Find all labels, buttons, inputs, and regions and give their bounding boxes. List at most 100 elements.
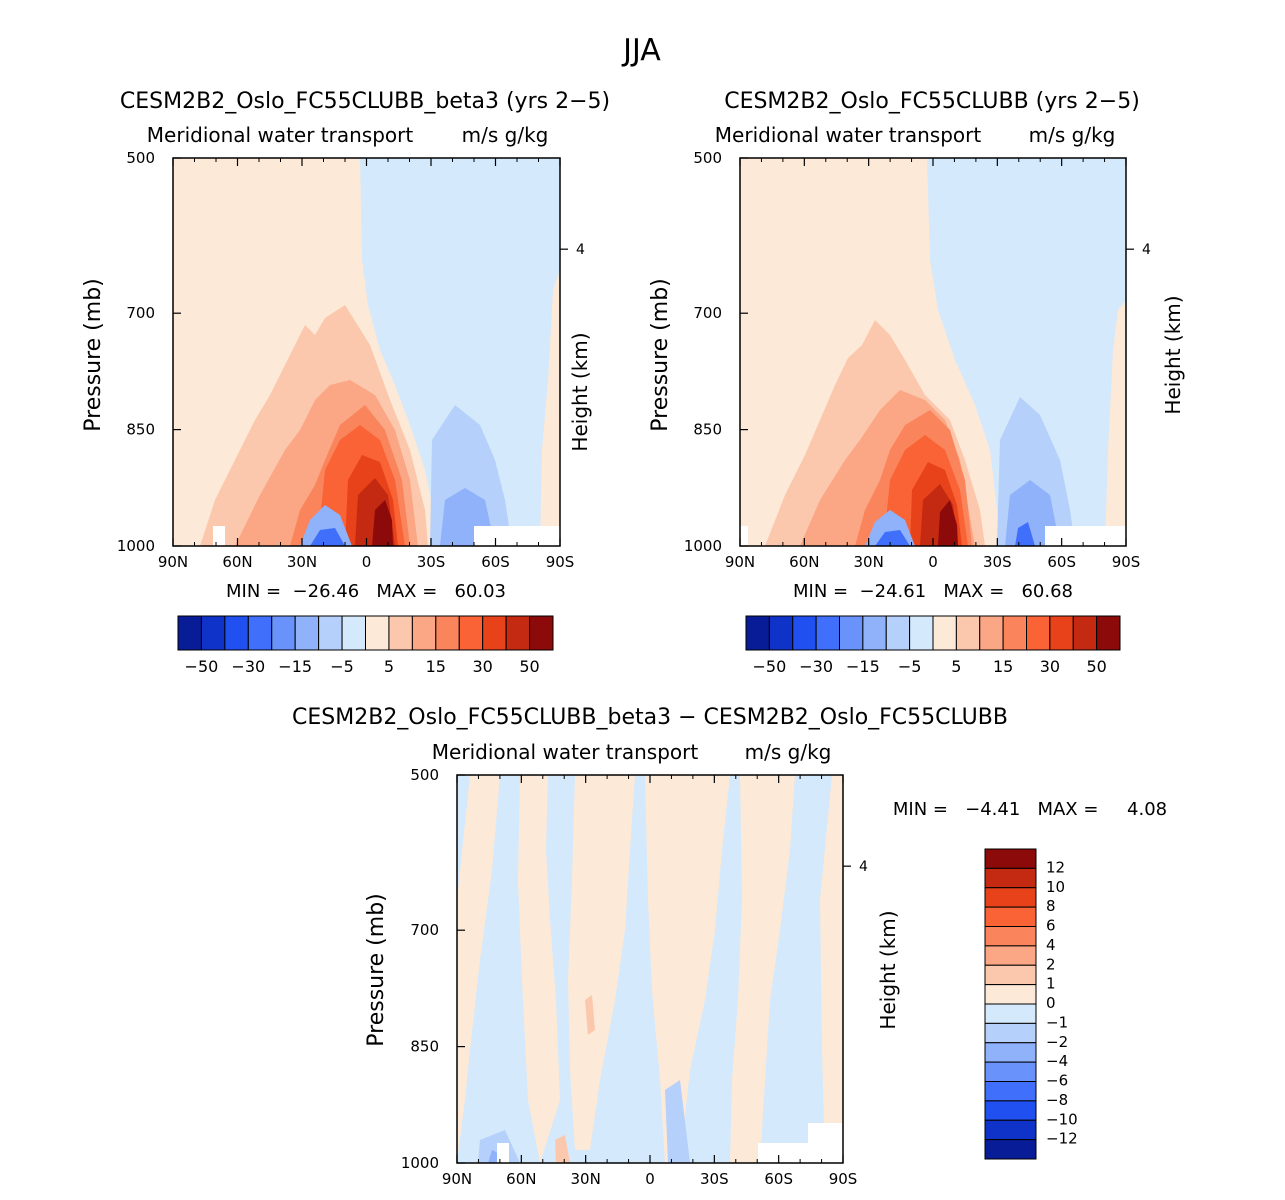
axes: 90N 60N 30N 0 30S 60S 90S 500 700 850 1000 4 [117, 149, 585, 571]
colorbar-swatch [984, 926, 1037, 947]
colorbar-swatch [984, 848, 1037, 869]
right-tick-label: 4 [576, 242, 585, 258]
topo-mask [1045, 526, 1126, 546]
topo-mask [808, 1123, 843, 1163]
colorbar-label: 8 [1046, 897, 1056, 915]
contour-pos-patch [555, 1135, 570, 1163]
colorbar-swatch [505, 615, 531, 651]
panel-control: CESM2B2_Oslo_FC55CLUBB (yrs 2−5) Meridio… [648, 89, 1185, 676]
colorbar-label: 30 [1040, 657, 1060, 676]
colorbar: −50 −30 −15 −5 5 15 30 50 [745, 615, 1121, 676]
x-tick-label: 90N [442, 1170, 472, 1188]
x-tick-label: 60S [1047, 553, 1076, 571]
colorbar-label: −5 [330, 657, 354, 676]
x-tick-label: 90N [725, 553, 755, 571]
colorbar-label: 15 [426, 657, 446, 676]
panel-units: m/s g/kg [462, 123, 549, 147]
x-tick-label: 90N [158, 553, 188, 571]
topo-mask [497, 1143, 509, 1163]
y-tick-label: 700 [693, 304, 722, 322]
colorbar-swatch [984, 1022, 1037, 1044]
colorbar-label: 1 [1046, 975, 1056, 993]
colorbar-label: 5 [951, 657, 961, 676]
colorbar-swatch [341, 615, 366, 651]
right-tick-label: 4 [1142, 242, 1151, 258]
colorbar-label: 5 [384, 657, 394, 676]
colorbar-label: −1 [1046, 1013, 1068, 1031]
right-axis-label: Height (km) [876, 910, 900, 1029]
contour-pos-8 [938, 500, 958, 546]
panel-title: CESM2B2_Oslo_FC55CLUBB_beta3 − CESM2B2_O… [292, 705, 1008, 730]
contour-pos-band [457, 775, 500, 1163]
colorbar-swatch [411, 615, 437, 651]
colorbar-swatch [984, 1119, 1037, 1141]
colorbar-swatch [458, 615, 484, 651]
min-max-label: MIN = −24.61 MAX = 60.68 [793, 581, 1073, 602]
contour-neg-patch [665, 1080, 690, 1163]
contour-pos-band [820, 775, 843, 1163]
colorbar-label: 50 [519, 657, 539, 676]
colorbar-swatch [294, 615, 320, 651]
colorbar-swatch [839, 615, 864, 651]
x-tick-label: 60N [222, 553, 252, 571]
colorbar-label: −4 [1046, 1052, 1068, 1070]
colorbar-swatch [177, 615, 202, 651]
x-tick-label: 60N [789, 553, 819, 571]
contour-field [173, 158, 560, 546]
x-tick-label: 30N [854, 553, 884, 571]
colorbar-swatch [365, 615, 390, 651]
colorbar-label: −8 [1046, 1091, 1068, 1109]
colorbar: −50 −30 −15 −5 5 15 30 50 [177, 615, 554, 676]
panel-subtitle: Meridional water transport [147, 123, 414, 147]
colorbar-label: −30 [799, 657, 833, 676]
colorbar-swatch [862, 615, 887, 651]
right-tick-label: 4 [859, 859, 868, 875]
contour-neg-low2 [875, 530, 910, 546]
colorbar-swatch [318, 615, 343, 651]
colorbar-label: −12 [1046, 1130, 1078, 1148]
contour-pos-band [645, 775, 730, 1163]
colorbar-label: 30 [473, 657, 493, 676]
x-tick-label: 30N [287, 553, 317, 571]
colorbar-label: −6 [1046, 1072, 1068, 1090]
colorbar-label: 10 [1046, 878, 1065, 896]
colorbar-label: −10 [1046, 1110, 1078, 1128]
colorbar-label: 2 [1046, 955, 1056, 973]
colorbar-label: −50 [185, 657, 219, 676]
left-axis-label: Pressure (mb) [648, 278, 673, 432]
colorbar-swatch [745, 615, 770, 651]
colorbar-swatch [984, 887, 1037, 908]
x-tick-label: 0 [645, 1170, 655, 1188]
axes: 90N 60N 30N 0 30S 60S 90S 500 700 850 1000 4 [684, 149, 1151, 571]
axes: 90N 60N 30N 0 30S 60S 90S 500 700 850 1000 4 [401, 766, 868, 1188]
colorbar-label: −5 [898, 657, 922, 676]
colorbar-swatch [1049, 615, 1074, 651]
colorbar-swatch [1002, 615, 1027, 651]
colorbar-swatch [529, 615, 554, 651]
colorbar-swatch [224, 615, 249, 651]
colorbar-label: 6 [1046, 917, 1056, 935]
right-axis-label: Height (km) [1161, 295, 1185, 414]
colorbar-swatch [955, 615, 981, 651]
panel-beta3: CESM2B2_Oslo_FC55CLUBB_beta3 (yrs 2−5) M… [81, 89, 610, 676]
colorbar-swatch [984, 1003, 1037, 1024]
colorbar-swatch [815, 615, 840, 651]
colorbar-swatch [768, 615, 794, 651]
colorbar-swatch [984, 867, 1037, 889]
contour-pos-band [518, 775, 560, 1163]
panel-title: CESM2B2_Oslo_FC55CLUBB_beta3 (yrs 2−5) [120, 89, 610, 114]
left-axis-label: Pressure (mb) [364, 893, 389, 1047]
x-tick-label: 30S [417, 553, 446, 571]
contour-pos-8 [372, 500, 393, 546]
contour-neg-4 [1015, 522, 1035, 546]
right-axis-label: Height (km) [568, 332, 592, 451]
contour-pos-band [730, 775, 795, 1163]
colorbar-label: −30 [231, 657, 265, 676]
colorbar-swatch [885, 615, 911, 651]
colorbar-label: −2 [1046, 1033, 1068, 1051]
panel-units: m/s g/kg [745, 740, 832, 764]
x-tick-label: 30N [571, 1170, 601, 1188]
contour-field [457, 775, 843, 1163]
panel-subtitle: Meridional water transport [715, 123, 982, 147]
